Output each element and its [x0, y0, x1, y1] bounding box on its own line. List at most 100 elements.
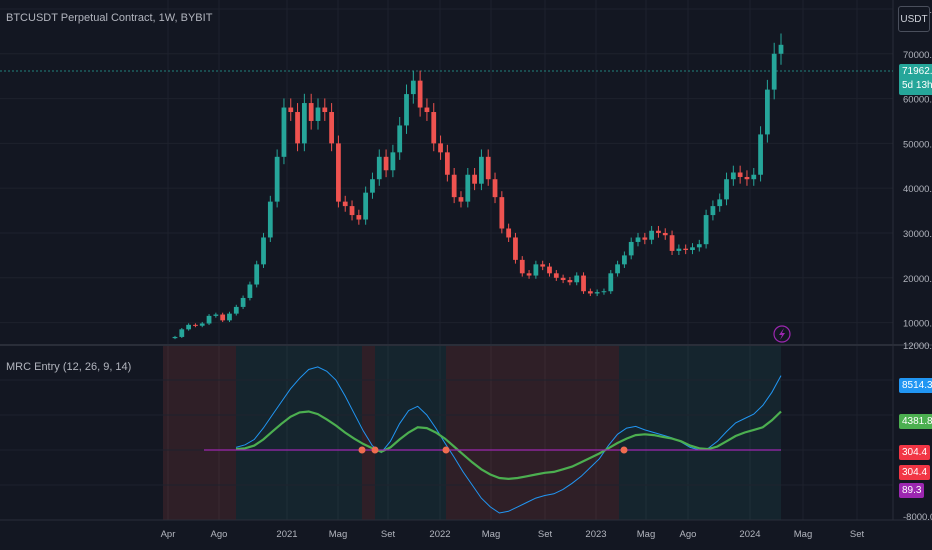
macd-value-tag: 8514.3	[899, 378, 932, 393]
currency-button[interactable]: USDT	[898, 6, 930, 32]
candle-body	[240, 297, 246, 307]
candle-body	[533, 264, 539, 276]
candle-body	[438, 143, 443, 153]
indicator-region-shading	[163, 346, 781, 520]
time-tick-label: Set	[381, 529, 396, 540]
candle-body	[553, 273, 559, 278]
candle-body	[492, 179, 498, 198]
candle-body	[547, 266, 552, 274]
candle-body	[227, 313, 232, 321]
candle-body	[288, 107, 294, 113]
indicator-line	[235, 410, 782, 481]
candle-body	[724, 179, 729, 200]
candle-body	[587, 291, 593, 294]
candle-body	[199, 323, 205, 326]
main-price-grid	[0, 0, 893, 520]
candle-body	[526, 273, 532, 276]
candle-body	[581, 275, 586, 292]
indicator-lines	[204, 366, 782, 514]
price-tick-label: 60000.0	[903, 95, 932, 106]
candle-body	[472, 174, 477, 184]
candle-body	[451, 174, 457, 198]
time-tick-label: Ago	[680, 529, 697, 540]
price-tick-label: 50000.0	[903, 139, 932, 150]
candle-body	[649, 230, 655, 240]
candle-body	[560, 277, 566, 281]
candle-body	[458, 197, 464, 202]
candle-body	[349, 206, 355, 216]
time-tick-label: Ago	[211, 529, 228, 540]
crossover-markers	[358, 446, 628, 454]
price-tick-label: 40000.0	[903, 184, 932, 195]
zero-value-tag: 89.3	[899, 483, 925, 498]
candle-body	[172, 336, 178, 339]
candle-body	[662, 232, 668, 236]
candle-body	[567, 280, 573, 283]
price-tick-label: 10000.0	[903, 319, 932, 330]
candle-body	[690, 247, 695, 251]
candlestick-series	[172, 33, 784, 340]
candle-body	[356, 215, 362, 220]
candle-body	[479, 156, 484, 184]
candle-body	[186, 324, 192, 330]
candle-body	[642, 237, 648, 240]
candle-body	[730, 172, 736, 180]
candle-body	[737, 172, 743, 177]
candle-body	[519, 259, 525, 274]
time-tick-label: Apr	[161, 529, 176, 540]
crossover-point	[442, 446, 450, 454]
indicator-region	[236, 346, 362, 520]
crossover-point	[371, 446, 379, 454]
indicator-tick-label: -8000.0	[903, 512, 932, 523]
indicator-region	[446, 346, 619, 520]
candle-body	[499, 197, 505, 229]
time-axis-labels: Apr Ago 2021 Mag Set 2022 Mag Set 2023 Mag Ago 2024…	[161, 529, 865, 540]
time-tick-label: Set	[850, 529, 865, 540]
last-price-tag: 71962.3 5d 13h	[899, 64, 932, 95]
candle-body	[628, 241, 634, 256]
time-tick-label: 2022	[429, 529, 450, 540]
candle-body	[383, 156, 389, 171]
candle-body	[778, 44, 784, 54]
candle-body	[574, 275, 580, 283]
candle-body	[424, 107, 430, 113]
candle-body	[669, 235, 675, 251]
time-tick-label: Mag	[329, 529, 347, 540]
candle-body	[615, 264, 620, 274]
candle-body	[370, 179, 375, 193]
candle-body	[274, 156, 280, 202]
crossover-point	[358, 446, 366, 454]
time-tick-label: Mag	[637, 529, 655, 540]
indicator-region	[362, 346, 375, 520]
candle-body	[676, 248, 682, 251]
candle-body	[764, 89, 770, 135]
candle-body	[404, 94, 409, 126]
candle-body	[336, 143, 341, 202]
indicator-tick-label: 12000.0	[903, 341, 932, 352]
bar-countdown: 5d 13h	[902, 80, 932, 91]
indicator-region	[163, 346, 236, 520]
symbol-title[interactable]: BTCUSDT Perpetual Contract, 1W, BYBIT	[6, 12, 213, 24]
candle-body	[717, 199, 723, 207]
cross-value-tag-2: 304.4	[899, 465, 931, 480]
candle-body	[485, 156, 491, 180]
crossover-point	[620, 446, 628, 454]
candle-body	[376, 156, 382, 180]
candle-body	[281, 107, 287, 157]
lightning-icon[interactable]	[773, 325, 791, 343]
candle-body	[696, 244, 702, 248]
candle-body	[261, 237, 266, 265]
indicator-line	[235, 366, 782, 514]
candle-body	[220, 314, 226, 321]
candle-body	[540, 264, 546, 267]
candle-body	[206, 315, 212, 324]
indicator-title[interactable]: MRC Entry (12, 26, 9, 14)	[6, 361, 132, 373]
candle-body	[397, 125, 403, 153]
candle-body	[301, 103, 307, 144]
candle-body	[254, 264, 260, 285]
time-tick-label: 2023	[585, 529, 606, 540]
candle-body	[771, 53, 777, 90]
candle-body	[506, 228, 512, 238]
indicator-region	[375, 346, 446, 520]
